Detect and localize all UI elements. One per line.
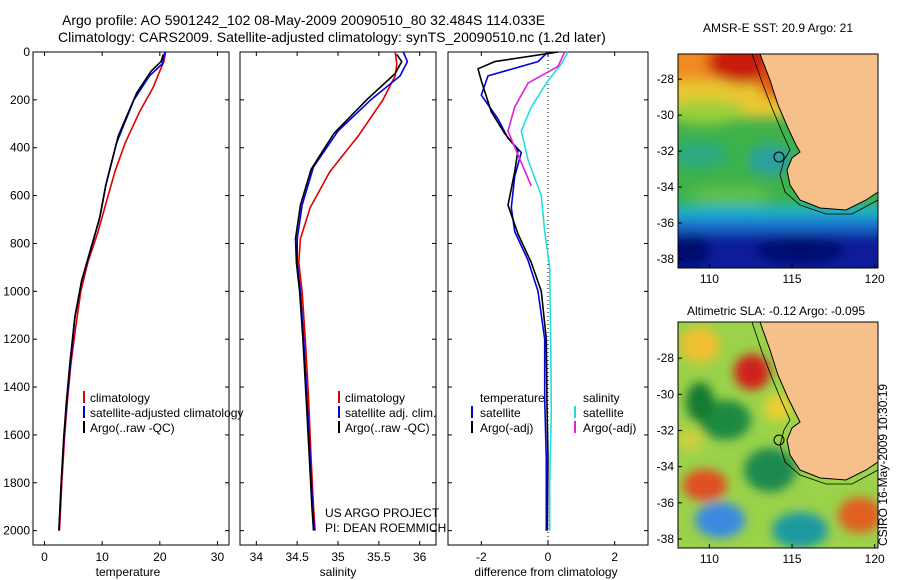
sst-map-panel: AMSR-E SST: 20.9 Argo: 21 [657, 21, 885, 286]
temperature-legend: climatology satellite-adjusted climatolo… [83, 391, 243, 435]
temperature-axes-frame [32, 51, 230, 546]
latitude-tick-label: -36 [657, 216, 675, 230]
temperature-panel: 0 200 400 600 800 1000 1200 1400 1600 1800 2000 0 1… [3, 45, 243, 579]
latitude-tick-label: -38 [657, 532, 675, 546]
x-tick-label: 35 [331, 550, 345, 564]
difference-legend: temperature salinity satellite Argo(-adj… [471, 391, 636, 435]
longitude-tick-label: 110 [700, 272, 719, 286]
latitude-tick-label: -30 [657, 108, 675, 122]
sst-map-frame [677, 53, 879, 269]
sla-map-title: Altimetric SLA: -0.12 Argo: -0.095 [687, 304, 865, 318]
legend-temperature-title: temperature [480, 391, 545, 405]
sst-map-title: AMSR-E SST: 20.9 Argo: 21 [703, 21, 853, 35]
x-tick-label: 2 [611, 550, 618, 564]
figure-title-line-1: Argo profile: AO 5901242_102 08-May-2009… [62, 12, 546, 28]
series-line-temperature-satellite [480, 51, 549, 531]
salinity-legend: climatology satellite adj. clim. Argo(..… [338, 391, 436, 435]
legend-temp-argo: Argo(-adj) [480, 421, 533, 435]
sla-map-panel: Altimetric SLA: -0.12 Argo: -0.095 [657, 304, 885, 566]
difference-x-label: difference from climatology [474, 565, 617, 579]
salinity-x-label: salinity [320, 565, 357, 579]
depth-tick-label: 800 [10, 236, 30, 250]
depth-tick-label: 1400 [3, 380, 30, 394]
latitude-tick-label: -32 [657, 423, 675, 437]
series-line-argo-raw-qc- [58, 54, 165, 531]
depth-tick-label: 1600 [3, 428, 30, 442]
sla-map-frame [677, 321, 879, 549]
x-tick-label: 10 [95, 550, 109, 564]
latitude-tick-label: -30 [657, 387, 675, 401]
series-line-salinity-argo-adj- [507, 51, 566, 187]
longitude-tick-label: 115 [782, 552, 801, 566]
latitude-tick-label: -28 [657, 351, 675, 365]
x-tick-label: 30 [211, 550, 225, 564]
series-line-salinity-satellite [520, 51, 569, 531]
x-tick-label: -2 [476, 550, 487, 564]
series-line-temperature-argo-adj- [477, 51, 559, 531]
salinity-axes-frame [239, 51, 437, 546]
legend-climatology: climatology [90, 391, 150, 405]
latitude-tick-label: -38 [657, 252, 675, 266]
argo-float-marker [773, 434, 785, 446]
legend-argo: Argo(..raw -QC) [345, 421, 430, 435]
latitude-tick-label: -34 [657, 180, 675, 194]
legend-argo: Argo(..raw -QC) [90, 421, 175, 435]
figure-title-line-2: Climatology: CARS2009. Satellite-adjuste… [58, 29, 606, 45]
legend-climatology: climatology [345, 391, 405, 405]
sst-map-image [678, 54, 878, 268]
x-tick-label: 35.5 [367, 550, 391, 564]
depth-tick-label: 600 [10, 189, 30, 203]
latitude-tick-label: -32 [657, 144, 675, 158]
series-line-argo-raw-qc- [294, 53, 403, 531]
x-tick-label: 36 [413, 550, 427, 564]
depth-tick-label: 1000 [3, 284, 30, 298]
longitude-tick-label: 110 [700, 552, 719, 566]
difference-panel: -2 0 2 difference from climatology tempera… [447, 51, 649, 579]
x-tick-label: 0 [41, 550, 48, 564]
legend-satellite-adjusted: satellite-adjusted climatology [90, 406, 243, 420]
longitude-tick-label: 115 [782, 272, 801, 286]
x-tick-label: 0 [545, 550, 552, 564]
x-tick-label: 20 [153, 550, 167, 564]
x-tick-label: 34 [250, 550, 264, 564]
salinity-panel: 34 34.5 35 35.5 36 salinity climatology sate… [239, 51, 446, 579]
legend-satellite-adj: satellite adj. clim. [345, 406, 436, 420]
legend-temp-satellite: satellite [480, 406, 521, 420]
project-annotation: US ARGO PROJECT [325, 506, 440, 520]
legend-sal-argo: Argo(-adj) [583, 421, 636, 435]
argo-float-marker [773, 151, 785, 163]
series-line-climatology [298, 51, 398, 531]
depth-tick-label: 1800 [3, 476, 30, 490]
series-line-satellite-adj-clim- [296, 51, 409, 531]
sla-map-image [678, 322, 878, 548]
depth-tick-label: 0 [23, 45, 30, 59]
depth-tick-label: 400 [10, 141, 30, 155]
longitude-tick-label: 120 [865, 272, 885, 286]
timestamp-stamp: CSIRO 16-May-2009 10:30:19 [876, 383, 890, 546]
latitude-tick-label: -34 [657, 460, 675, 474]
depth-tick-label: 200 [10, 93, 30, 107]
legend-sal-satellite: satellite [583, 406, 624, 420]
longitude-tick-label: 120 [865, 552, 885, 566]
legend-salinity-title: salinity [583, 391, 620, 405]
pi-annotation: PI: DEAN ROEMMICH [325, 521, 446, 535]
latitude-tick-label: -36 [657, 496, 675, 510]
x-tick-label: 34.5 [285, 550, 309, 564]
latitude-tick-label: -28 [657, 72, 675, 86]
temperature-x-label: temperature [96, 565, 161, 579]
depth-tick-label: 1200 [3, 332, 30, 346]
depth-tick-label: 2000 [3, 524, 30, 538]
